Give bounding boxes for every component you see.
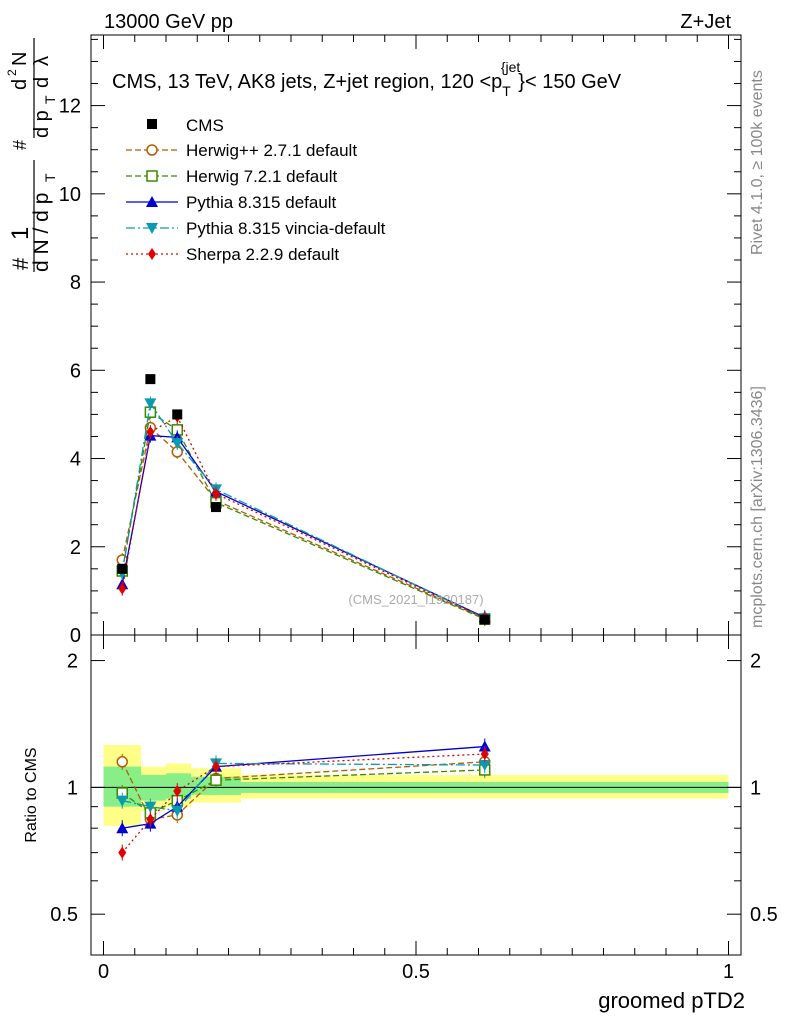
legend-cms-label: CMS	[186, 116, 224, 135]
svg-text:λ: λ	[31, 56, 53, 66]
y-tick-label: 2	[70, 537, 81, 559]
process-label: Z+Jet	[680, 11, 731, 33]
cms-data-point	[117, 563, 128, 574]
svg-text:1: 1	[7, 227, 34, 240]
x-tick-label: 0.5	[402, 961, 430, 983]
ratio-y-axis-label: Ratio to CMS	[23, 747, 40, 842]
legend-label: Pythia 8.315 vincia-default	[186, 219, 386, 238]
series-point	[144, 398, 157, 410]
legend-label: Pythia 8.315 default	[186, 193, 337, 212]
series-point	[212, 487, 220, 500]
series-line	[121, 401, 486, 619]
ratio-series	[116, 738, 491, 861]
ratio-point	[210, 774, 222, 786]
y-axis-label: # 1 d N / d p T # d p T d 2 N d λ	[5, 38, 58, 272]
series-line	[121, 434, 486, 618]
ratio-point	[146, 813, 155, 826]
svg-text:T: T	[42, 95, 58, 104]
analysis-watermark: (CMS_2021_I1920187)	[348, 592, 483, 607]
energy-label: 13000 GeV pp	[104, 11, 233, 33]
ratio-tick-label: 0.5	[50, 904, 78, 926]
series-point	[146, 426, 155, 439]
ratio-point	[116, 822, 129, 834]
ratio-tick-label: 2	[67, 651, 78, 673]
legend-label: Sherpa 2.2.9 default	[186, 245, 339, 264]
legend-marker	[146, 144, 158, 156]
ratio-point	[478, 760, 491, 772]
mcplots-source-label: mcplots.cern.ch [arXiv:1306.3436]	[749, 386, 766, 628]
legend-cms-marker	[147, 119, 157, 129]
svg-text:T: T	[42, 173, 58, 182]
legend-marker	[146, 170, 158, 182]
ratio-point	[480, 748, 489, 761]
ratio-point	[171, 805, 184, 817]
svg-text:N: N	[9, 52, 31, 66]
y-tick-label: 12	[59, 96, 81, 118]
ratio-point	[116, 756, 128, 768]
legend-marker	[146, 196, 158, 207]
x-tick-label: 0	[98, 961, 109, 983]
svg-text:#: #	[10, 140, 30, 150]
legend-marker	[146, 223, 158, 234]
y-tick-label: 6	[70, 360, 81, 382]
x-axis-label: groomed pTD2	[598, 988, 745, 1013]
cms-data-point	[211, 502, 221, 513]
ratio-point	[118, 846, 127, 859]
ratio-tick-label: 0.5	[750, 904, 778, 926]
cms-data-point	[172, 409, 183, 420]
ratio-point	[173, 785, 182, 798]
svg-text:#: #	[8, 257, 33, 270]
ratio-tick-label: 1	[750, 777, 761, 799]
x-tick-label: 1	[723, 961, 734, 983]
legend-label: Herwig 7.2.1 default	[186, 167, 337, 186]
legend-marker	[148, 248, 156, 260]
y-tick-label: 0	[70, 625, 81, 647]
ratio-tick-label: 2	[750, 651, 761, 673]
ratio-point	[116, 795, 129, 807]
rivet-version-label: Rivet 4.1.0, ≥ 100k events	[749, 70, 766, 255]
legend: CMS Herwig++ 2.7.1 default Herwig 7.2.1 de…	[126, 116, 386, 264]
y-tick-label: 8	[70, 272, 81, 294]
y-tick-label: 4	[70, 449, 81, 471]
svg-text:d N / d p: d N / d p	[30, 193, 53, 272]
cms-data-point	[479, 614, 490, 625]
series-point	[118, 582, 127, 595]
ratio-point	[144, 801, 157, 813]
svg-text:d: d	[31, 77, 53, 88]
svg-text:2: 2	[5, 69, 19, 76]
y-tick-label: 10	[59, 184, 81, 206]
main-series	[116, 374, 491, 627]
svg-text:d p: d p	[31, 110, 53, 138]
chart-title: CMS, 13 TeV, AK8 jets, Z+jet region, 120…	[112, 59, 622, 99]
legend-label: Herwig++ 2.7.1 default	[186, 141, 357, 160]
ratio-tick-label: 1	[67, 777, 78, 799]
svg-text:d: d	[9, 79, 31, 90]
cms-data-point	[145, 374, 156, 385]
series-point	[171, 438, 184, 450]
ratio-point	[212, 760, 220, 773]
